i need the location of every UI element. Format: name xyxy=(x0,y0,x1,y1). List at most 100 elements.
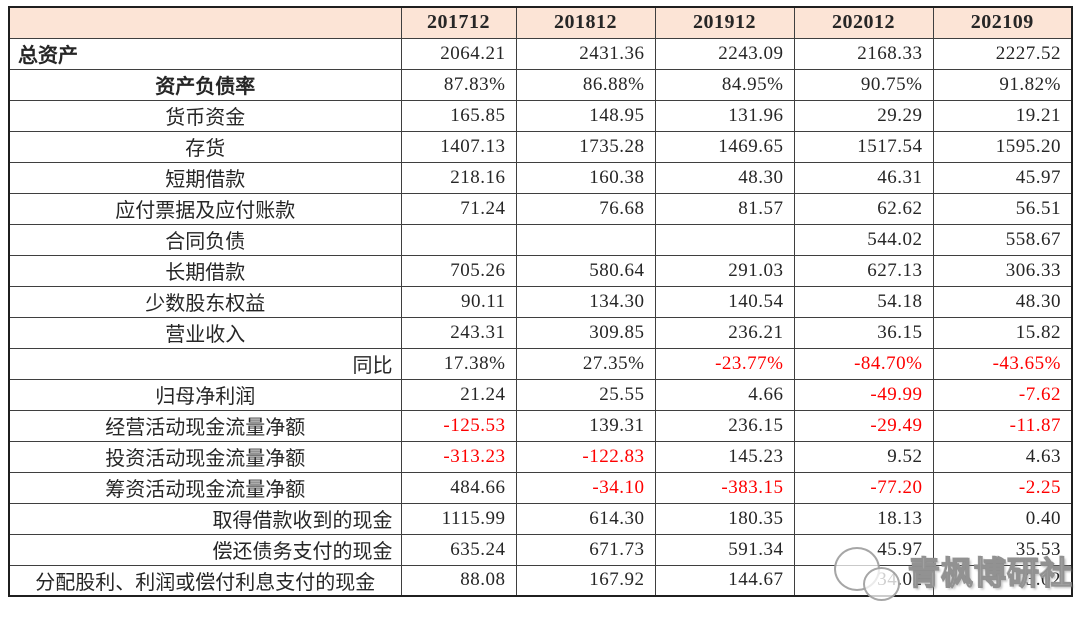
value-cell: 140.54 xyxy=(654,285,795,318)
table-row: 筹资活动现金流量净额 484.66 -34.10 -383.15 -77.20 -2.25 xyxy=(8,471,1073,504)
value-cell: 165.85 xyxy=(400,99,517,132)
value-cell: 15.82 xyxy=(932,316,1073,349)
table-row: 应付票据及应付账款 71.24 76.68 81.57 62.62 56.51 xyxy=(8,192,1073,225)
table-row: 归母净利润 21.24 25.55 4.66 -49.99 -7.62 xyxy=(8,378,1073,411)
value-cell: 144.67 xyxy=(654,564,795,597)
row-label-cell: 归母净利润 xyxy=(8,378,402,411)
value-cell: 71.24 xyxy=(400,192,517,225)
value-cell: 1735.28 xyxy=(515,130,656,163)
value-cell: 627.13 xyxy=(793,254,934,287)
value-cell: 306.33 xyxy=(932,254,1073,287)
value-cell: 90.75% xyxy=(793,68,934,101)
value-cell: 90.11 xyxy=(400,285,517,318)
value-cell: 145.23 xyxy=(654,440,795,473)
financial-table: 201712 201812 201912 202012 202109 总资产 2064.2… xyxy=(8,6,1073,597)
value-cell: 580.64 xyxy=(515,254,656,287)
value-cell: 148.95 xyxy=(515,99,656,132)
value-cell: 558.67 xyxy=(932,223,1073,256)
value-cell: 614.30 xyxy=(515,502,656,535)
value-cell: 236.15 xyxy=(654,409,795,442)
value-cell: 36.15 xyxy=(793,316,934,349)
value-cell: 1469.65 xyxy=(654,130,795,163)
value-cell: -77.20 xyxy=(793,471,934,504)
row-label-cell: 货币资金 xyxy=(8,99,402,132)
row-label-cell: 长期借款 xyxy=(8,254,402,287)
value-cell: 91.82% xyxy=(932,68,1073,101)
row-label-cell: 偿还债务支付的现金 xyxy=(8,533,402,566)
value-cell: 1115.99 xyxy=(400,502,517,535)
value-cell: -49.99 xyxy=(793,378,934,411)
value-cell: 1595.20 xyxy=(932,130,1073,163)
value-cell: -7.62 xyxy=(932,378,1073,411)
row-label-cell: 分配股利、利润或偿付利息支付的现金 xyxy=(8,564,402,597)
value-cell: 45.97 xyxy=(793,533,934,566)
header-row: 201712 201812 201912 202012 202109 xyxy=(8,6,1073,39)
row-label-cell: 合同负债 xyxy=(8,223,402,256)
value-cell: 544.02 xyxy=(793,223,934,256)
value-cell: 84.95% xyxy=(654,68,795,101)
value-cell: 1407.13 xyxy=(400,130,517,163)
row-label-cell: 同比 xyxy=(8,347,402,380)
value-cell: 45.97 xyxy=(932,161,1073,194)
value-cell: -84.70% xyxy=(793,347,934,380)
value-cell: 635.24 xyxy=(400,533,517,566)
value-cell: -122.83 xyxy=(515,440,656,473)
year-header-cell: 201912 xyxy=(654,6,795,39)
year-header-cell: 201812 xyxy=(515,6,656,39)
row-label-cell: 少数股东权益 xyxy=(8,285,402,318)
value-cell: 76.68 xyxy=(515,192,656,225)
value-cell: 27.35% xyxy=(515,347,656,380)
value-cell: 1517.54 xyxy=(793,130,934,163)
table-row: 货币资金 165.85 148.95 131.96 29.29 19.21 xyxy=(8,99,1073,132)
table-row: 经营活动现金流量净额 -125.53 139.31 236.15 -29.49 -11.8… xyxy=(8,409,1073,442)
value-cell: 2431.36 xyxy=(515,37,656,70)
value-cell: 48.30 xyxy=(932,285,1073,318)
value-cell: 88.08 xyxy=(400,564,517,597)
table-row: 分配股利、利润或偿付利息支付的现金 88.08 167.92 144.67 34.02 3… xyxy=(8,564,1073,597)
row-label-cell: 投资活动现金流量净额 xyxy=(8,440,402,473)
value-cell: 19.21 xyxy=(932,99,1073,132)
value-cell xyxy=(654,223,795,256)
table-row: 取得借款收到的现金 1115.99 614.30 180.35 18.13 0.40 xyxy=(8,502,1073,535)
row-label-cell: 营业收入 xyxy=(8,316,402,349)
value-cell: 54.18 xyxy=(793,285,934,318)
value-cell: -11.87 xyxy=(932,409,1073,442)
table-row: 投资活动现金流量净额 -313.23 -122.83 145.23 9.52 4.63 xyxy=(8,440,1073,473)
value-cell: 705.26 xyxy=(400,254,517,287)
corner-cell xyxy=(8,6,402,39)
value-cell: 25.55 xyxy=(515,378,656,411)
value-cell: -43.65% xyxy=(932,347,1073,380)
value-cell: 243.31 xyxy=(400,316,517,349)
value-cell: 167.92 xyxy=(515,564,656,597)
value-cell: 131.96 xyxy=(654,99,795,132)
value-cell: 591.34 xyxy=(654,533,795,566)
value-cell: 139.31 xyxy=(515,409,656,442)
table-row: 合同负债 544.02 558.67 xyxy=(8,223,1073,256)
table-row: 短期借款 218.16 160.38 48.30 46.31 45.97 xyxy=(8,161,1073,194)
value-cell: 3.02 xyxy=(932,564,1073,597)
value-cell: 46.31 xyxy=(793,161,934,194)
value-cell: 18.13 xyxy=(793,502,934,535)
value-cell: 2064.21 xyxy=(400,37,517,70)
value-cell: 160.38 xyxy=(515,161,656,194)
value-cell: 4.63 xyxy=(932,440,1073,473)
row-label-cell: 取得借款收到的现金 xyxy=(8,502,402,535)
value-cell: 671.73 xyxy=(515,533,656,566)
value-cell xyxy=(400,223,517,256)
row-label-cell: 总资产 xyxy=(8,37,402,70)
row-label-cell: 短期借款 xyxy=(8,161,402,194)
value-cell: 134.30 xyxy=(515,285,656,318)
row-label-cell: 存货 xyxy=(8,130,402,163)
table-row: 资产负债率 87.83% 86.88% 84.95% 90.75% 91.82% xyxy=(8,68,1073,101)
value-cell: 484.66 xyxy=(400,471,517,504)
value-cell: -29.49 xyxy=(793,409,934,442)
value-cell: 180.35 xyxy=(654,502,795,535)
table-row: 存货 1407.13 1735.28 1469.65 1517.54 1595.20 xyxy=(8,130,1073,163)
table-row: 同比 17.38% 27.35% -23.77% -84.70% -43.65% xyxy=(8,347,1073,380)
value-cell: -2.25 xyxy=(932,471,1073,504)
value-cell: 309.85 xyxy=(515,316,656,349)
value-cell: 291.03 xyxy=(654,254,795,287)
table-row: 总资产 2064.21 2431.36 2243.09 2168.33 2227.52 xyxy=(8,37,1073,70)
value-cell: -125.53 xyxy=(400,409,517,442)
